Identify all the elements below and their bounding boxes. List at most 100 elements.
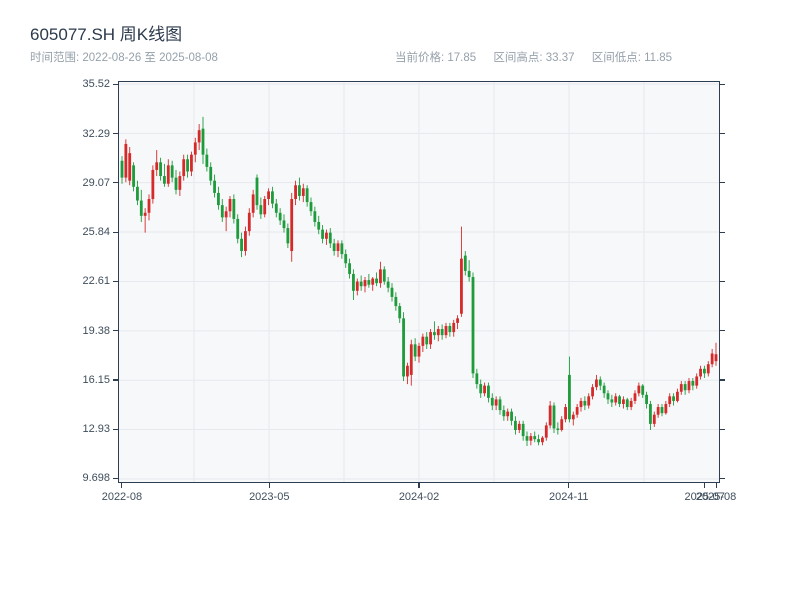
candle [498,399,502,411]
y-axis-tick-right [720,280,725,283]
candle [363,280,367,287]
candle [679,384,683,392]
candle [691,381,695,386]
candle [544,425,548,438]
y-axis-tick [113,83,118,86]
plot-area [118,81,720,483]
candle [479,384,483,394]
candle [460,258,463,314]
candle [205,154,209,167]
candle [668,396,672,404]
candle [186,159,189,172]
candle [402,318,405,377]
candle [683,384,687,391]
candle [282,220,286,229]
candle [136,186,139,201]
y-axis-tick [113,477,118,480]
candle [433,332,436,336]
candle [579,400,583,408]
candle [375,278,378,284]
candle [421,336,425,346]
y-axis-tick-right [720,133,725,135]
candle [587,396,591,406]
candle [606,393,610,400]
candle [278,212,282,221]
candle [352,273,355,291]
candle [506,411,510,417]
y-tick-label: 32.29 [82,127,110,140]
candle [228,199,232,212]
y-axis-tick [113,182,118,184]
page-title: 605077.SH 周K线图 [30,25,183,44]
candle [255,177,259,206]
candle [625,399,629,408]
candle [483,385,486,394]
x-axis-tick [568,483,570,488]
candle [286,228,290,244]
y-axis-tick [113,428,118,430]
y-tick-label: 29.07 [82,176,110,189]
candle [298,185,301,196]
candle [409,344,413,375]
candle [614,396,618,403]
candle [147,199,151,213]
candle [622,399,625,404]
y-tick-label: 16.15 [82,374,110,387]
stats-bar: 当前价格: 17.85 区间高点: 33.37 区间低点: 11.85 [395,49,686,65]
candle [602,385,606,394]
candle [548,405,552,426]
candle [471,277,475,374]
candle [714,354,718,362]
candle [660,407,664,414]
candle [344,254,348,264]
candle [583,400,587,406]
range-high-stat: 区间高点: 33.37 [493,52,575,64]
candle [332,243,336,252]
candle [251,194,255,213]
candle [325,232,328,239]
x-axis-tick [268,483,270,488]
y-axis-tick-right [720,330,725,332]
candle [487,385,490,398]
candle [271,191,274,204]
candle [163,176,166,184]
y-tick-label: 35.52 [82,78,110,91]
y-axis-tick-right [720,83,725,86]
candle [132,165,135,187]
x-axis-tick [121,483,123,488]
y-axis-tick [113,133,118,135]
candle [541,437,544,443]
candle [359,281,363,287]
y-axis-tick-right [720,428,725,430]
candle [510,411,513,421]
candle [618,396,621,404]
candle [240,238,243,252]
candle [564,407,567,420]
y-tick-label: 22.61 [82,275,110,288]
candle [394,296,398,307]
candle [452,322,456,333]
candle [340,243,344,255]
candle [591,387,594,397]
candle [672,396,675,401]
y-axis-tick [113,379,118,381]
candle [309,202,313,212]
candle [328,232,332,244]
candle [244,231,247,252]
candle [274,203,278,213]
candle [220,205,224,218]
x-tick-label: 2025-07 [684,491,725,503]
candle [556,428,560,430]
candle [367,280,371,285]
candle [371,278,375,285]
candle [236,218,240,239]
candle [224,211,228,218]
candle [571,414,575,420]
candle [209,166,213,181]
candle [537,439,540,443]
candle [656,407,660,415]
candle [413,344,417,357]
candle [390,287,394,297]
candle [706,364,710,374]
